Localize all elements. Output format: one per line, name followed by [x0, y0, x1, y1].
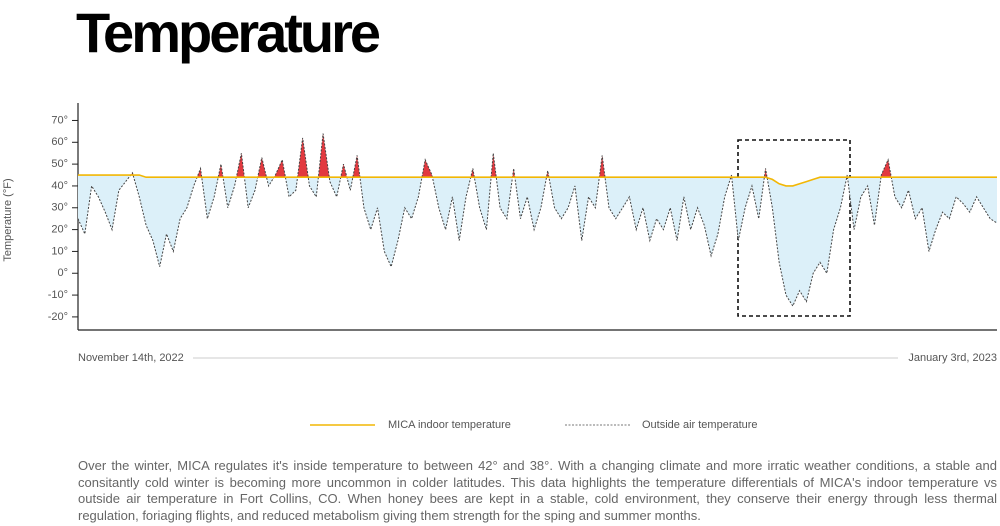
y-tick-label: 20°	[51, 224, 68, 236]
y-tick-label: 50°	[51, 158, 68, 170]
y-tick-label: 60°	[51, 136, 68, 148]
y-tick-label: 40°	[51, 180, 68, 192]
page-title: Temperature	[76, 1, 381, 64]
y-axis-label: Temperature (°F)	[2, 178, 14, 261]
y-tick-label: 10°	[51, 245, 68, 257]
y-tick-label: -20°	[48, 311, 68, 323]
series-line	[78, 174, 997, 187]
legend-label: Outside air temperature	[642, 419, 758, 431]
highlight-box	[737, 139, 851, 317]
legend-label: MICA indoor temperature	[388, 419, 511, 431]
y-tick-label: 70°	[51, 114, 68, 126]
y-tick-label: 30°	[51, 202, 68, 214]
chart: Temperature (°F) -20° -10° 0° 10° 20° 30° 40° 5…	[2, 103, 998, 431]
series-line	[77, 133, 998, 308]
y-tick-label: -10°	[48, 289, 68, 301]
x-tick-label: January 3rd, 2023	[908, 352, 997, 364]
x-tick-label: November 14th, 2022	[78, 352, 184, 364]
y-tick-label: 0°	[57, 267, 68, 279]
description: Over the winter, MICA regulates it's ins…	[78, 458, 997, 523]
